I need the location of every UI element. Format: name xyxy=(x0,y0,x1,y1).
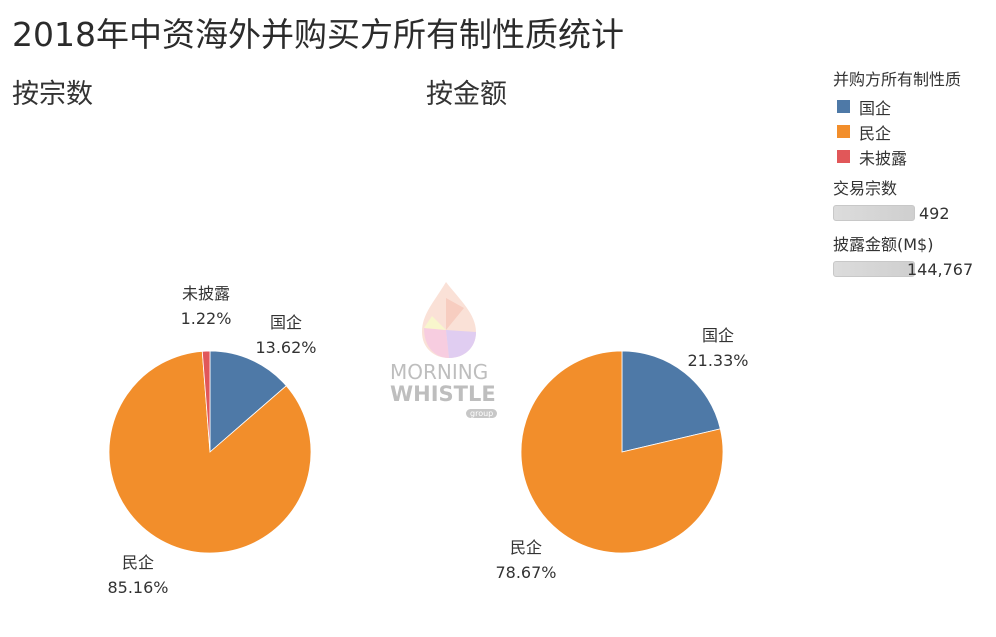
legend-swatch-undisclosed xyxy=(837,150,850,163)
logo-text-morning: MORNING xyxy=(390,360,489,384)
size-legend-count: 交易宗数 492 xyxy=(833,177,993,225)
pie1-slice-undisclosed[interactable] xyxy=(201,350,211,453)
legend-label-state: 国企 xyxy=(859,98,892,118)
pie1-value-undisclosed: 1.22% xyxy=(181,309,232,328)
legend-swatch-state xyxy=(837,100,850,113)
subtitle-by-count: 按宗数 xyxy=(12,79,93,110)
size-legend-count-value: 492 xyxy=(919,203,950,223)
pie2-value-state: 21.33% xyxy=(687,351,748,370)
watermark-logo: MORNING WHISTLE group xyxy=(384,278,514,428)
subtitle-by-amount: 按金额 xyxy=(426,79,507,110)
pie1-value-state: 13.62% xyxy=(255,338,316,357)
size-legend-amount-title: 披露金额(M$) xyxy=(833,235,934,254)
size-legend-count-title: 交易宗数 xyxy=(833,179,898,198)
size-legend-amount-value: 144,767 xyxy=(907,259,974,279)
legend-item-undisclosed[interactable]: 未披露 xyxy=(833,144,993,169)
pie2-label-private: 民企 xyxy=(510,538,542,557)
logo-text-whistle: WHISTLE xyxy=(390,382,496,406)
legend-label-undisclosed: 未披露 xyxy=(859,148,908,168)
pie1-value-private: 85.16% xyxy=(107,578,168,597)
pie2-label-state: 国企 xyxy=(702,326,734,345)
pie1-label-undisclosed: 未披露 xyxy=(182,284,230,303)
logo-text-group: group xyxy=(466,409,498,418)
legend-item-private[interactable]: 民企 xyxy=(833,119,993,144)
size-legend-amount: 披露金额(M$) 144,767 xyxy=(833,233,993,281)
pie2-slice-private[interactable] xyxy=(520,350,724,554)
pie2-slice-state[interactable] xyxy=(621,350,721,453)
pie1-label-private: 民企 xyxy=(122,553,154,572)
pie2-value-private: 78.67% xyxy=(495,563,556,582)
logo-drop-icon xyxy=(422,282,476,358)
legend: 并购方所有制性质 国企 民企 未披露 交易宗数 492 披露金额(M$) 144… xyxy=(833,66,993,281)
chart-title: 2018年中资海外并购买方所有制性质统计 xyxy=(12,15,624,54)
pie1-label-state: 国企 xyxy=(270,313,302,332)
legend-swatch-private xyxy=(837,125,850,138)
size-legend-amount-bar xyxy=(833,261,915,277)
legend-label-private: 民企 xyxy=(859,123,892,143)
legend-item-state[interactable]: 国企 xyxy=(833,94,993,119)
pie1-slice-state[interactable] xyxy=(209,350,287,453)
pie1-slice-private[interactable] xyxy=(108,350,312,554)
legend-title: 并购方所有制性质 xyxy=(833,70,962,89)
size-legend-count-bar xyxy=(833,205,915,221)
